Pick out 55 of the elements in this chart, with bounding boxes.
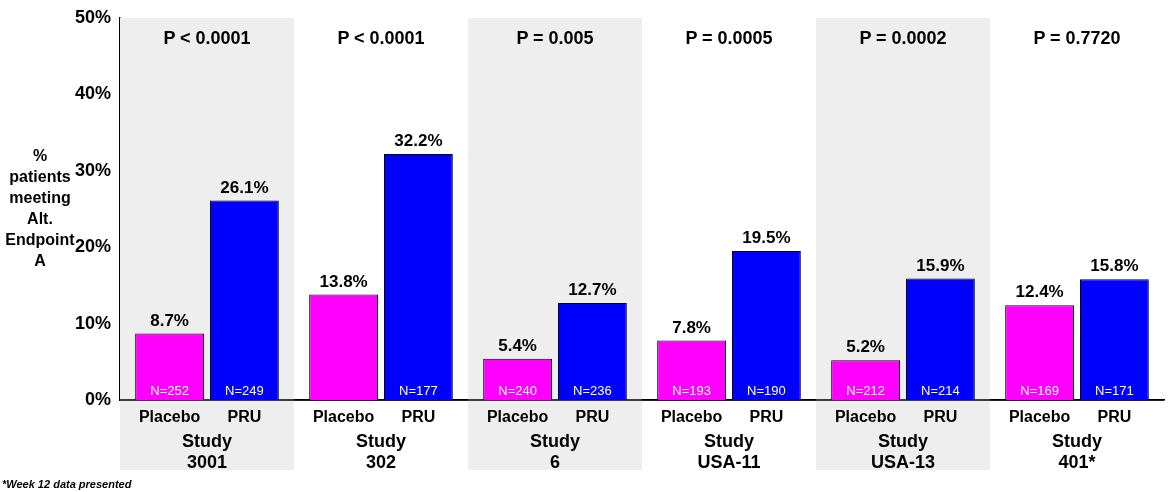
text: Placebo — [834, 408, 897, 426]
text: PRU — [923, 408, 958, 426]
annotation: N=236 — [573, 383, 612, 399]
data-label: 12.4% — [1015, 282, 1064, 302]
data-label: 26.1% — [220, 177, 269, 197]
text: PRU — [401, 408, 436, 426]
data-label: 12.7% — [568, 280, 617, 300]
annotation: P = 0.0005 — [685, 27, 773, 48]
y-tick-label: 30% — [74, 159, 111, 180]
y-axis-title: % patients meeting Alt. Endpoint A — [5, 146, 76, 269]
y-tick-label: 20% — [74, 236, 111, 257]
text: *Week 12 data presented — [2, 477, 132, 490]
text: Placebo — [312, 408, 375, 426]
series-label: PRU — [227, 408, 262, 426]
annotation: N=214 — [921, 383, 960, 399]
y-tick-label: 0% — [84, 388, 111, 409]
annotation: P = 0.0002 — [859, 27, 947, 48]
annotation: P = 0.7720 — [1033, 27, 1121, 48]
data-label: 19.5% — [742, 228, 791, 248]
annotation: P < 0.0001 — [163, 27, 251, 48]
text: Placebo — [1008, 408, 1071, 426]
annotation: N=171 — [1095, 383, 1134, 399]
annotation: N=240 — [498, 383, 537, 399]
annotation: P = 0.005 — [516, 27, 594, 48]
annotation: N=190 — [747, 383, 786, 399]
y-tick-label: 50% — [74, 6, 111, 27]
data-label: 5.4% — [498, 335, 537, 355]
text: PRU — [1097, 408, 1132, 426]
annotation: N=252 — [150, 383, 189, 399]
text: PRU — [575, 408, 610, 426]
data-label: 7.8% — [672, 317, 711, 337]
data-label: 13.8% — [319, 271, 368, 291]
x-tick-label: Study 3001 — [181, 430, 233, 472]
x-tick-label: Study USA-11 — [697, 430, 761, 472]
data-label: 8.7% — [150, 310, 189, 330]
annotation: P < 0.0001 — [337, 27, 425, 48]
text: Placebo — [660, 408, 723, 426]
data-label: 15.9% — [916, 255, 965, 275]
x-tick-label: Study 6 — [529, 430, 581, 472]
annotation: N=193 — [672, 383, 711, 399]
x-tick-label: Study USA-13 — [870, 430, 936, 472]
y-tick-label: 10% — [74, 312, 111, 333]
series-label: Placebo — [138, 408, 201, 426]
y-tick-label: 40% — [74, 83, 111, 104]
text: PRU — [749, 408, 784, 426]
data-label: 32.2% — [394, 131, 443, 151]
text: Placebo — [486, 408, 549, 426]
annotation: N=212 — [846, 383, 885, 399]
annotation: N=169 — [1020, 383, 1059, 399]
annotation: N=177 — [399, 383, 438, 399]
x-tick-label: Study 302 — [355, 430, 407, 472]
annotation: N=249 — [225, 383, 264, 399]
x-tick-label: Study 401* — [1051, 430, 1103, 472]
data-label: 5.2% — [846, 337, 885, 357]
data-label: 15.8% — [1090, 256, 1139, 276]
